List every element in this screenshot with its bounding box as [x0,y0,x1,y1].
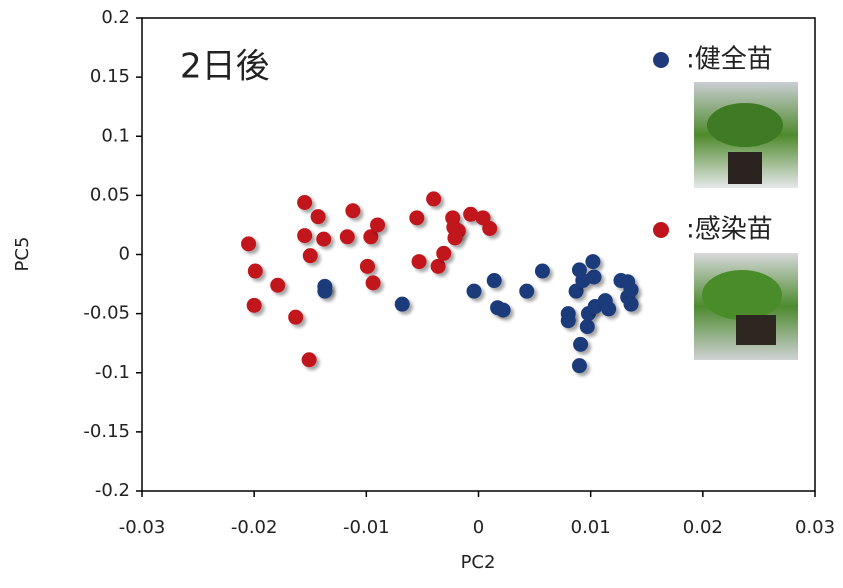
point [297,195,312,210]
point [496,303,511,318]
point [241,236,256,251]
point [580,319,595,334]
point [303,248,318,263]
point [316,232,331,247]
y-tick-label: -0.15 [83,421,130,442]
y-tick-label: -0.1 [95,362,130,383]
x-tick-label: 0 [473,517,484,538]
point [624,297,639,312]
x-tick-label: -0.03 [119,517,166,538]
y-tick-label: -0.2 [95,480,130,501]
point [487,273,502,288]
y-axis-label: PC5 [12,237,33,272]
point [447,230,462,245]
x-tick-label: 0.02 [683,517,723,538]
point [247,298,262,313]
point [585,254,600,269]
x-tick-label: -0.01 [343,517,390,538]
chart-title: 2日後 [180,47,270,87]
y-tick-label: 0.05 [90,184,130,205]
chart: 2日後 PC2 PC5 0.2 0.15 0.1 0.05 0 -0.05 -0.1 -0.1… [0,0,843,583]
y-tick-label: 0 [119,244,130,265]
x-tick-label: 0.01 [571,517,611,538]
point [587,269,602,284]
point [317,284,332,299]
point [297,228,312,243]
point [311,209,326,224]
photo [694,253,798,360]
point [601,301,616,316]
point [270,278,285,293]
point [573,337,588,352]
point [370,217,385,232]
x-tick-label: 0.03 [795,517,835,538]
y-tick-label: 0.1 [101,125,130,146]
y-tick-label: 0.15 [90,66,130,87]
point [288,310,303,325]
legend-label: :感染苗 [686,215,773,245]
point [412,254,427,269]
x-axis-label: PC2 [461,552,496,573]
point [535,264,550,279]
y-tick-label: -0.05 [83,303,130,324]
legend-marker [653,222,669,238]
point [624,282,639,297]
point [345,203,360,218]
x-tick-label: -0.02 [231,517,278,538]
photo [694,82,798,188]
point [572,358,587,373]
y-tick-label: 0.2 [101,7,130,28]
point [248,264,263,279]
point [395,297,410,312]
point [482,221,497,236]
legend-label: :健全苗 [686,45,773,75]
point [519,284,534,299]
point [302,352,317,367]
point [431,259,446,274]
point [409,210,424,225]
point [467,284,482,299]
point [436,246,451,261]
point [366,275,381,290]
legend-marker [653,52,669,68]
point [426,191,441,206]
point [561,313,576,328]
point [340,229,355,244]
point [360,259,375,274]
